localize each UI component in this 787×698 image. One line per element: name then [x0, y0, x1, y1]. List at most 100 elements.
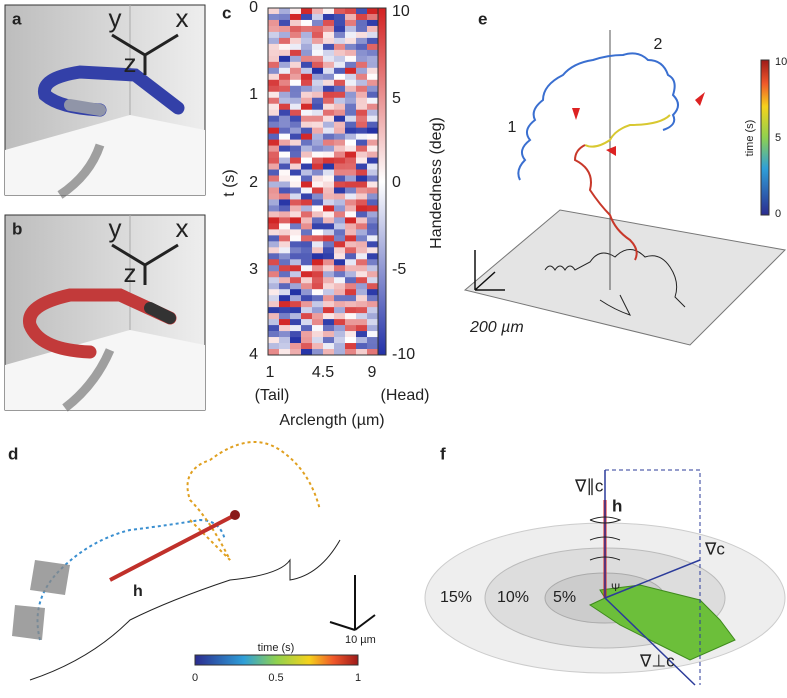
heatmap-cell	[334, 265, 346, 272]
heatmap-cell	[367, 73, 379, 81]
vector-label: h	[612, 496, 622, 515]
heatmap-cell	[334, 337, 346, 344]
heatmap-cell	[290, 337, 302, 344]
heatmap-cell	[367, 79, 379, 87]
heatmap-cell	[290, 157, 302, 164]
heatmap-cell	[279, 259, 291, 266]
heatmap-cell	[290, 91, 302, 99]
heatmap-cell	[345, 229, 357, 236]
heatmap-cell	[301, 259, 313, 266]
heatmap-cell	[345, 115, 357, 122]
heatmap-cell	[290, 85, 302, 93]
heatmap-cell	[301, 265, 313, 272]
heatmap-cell	[334, 91, 346, 99]
helix-track	[36, 518, 226, 641]
heatmap-cell	[367, 67, 379, 75]
y-tick-label: 2	[249, 174, 258, 191]
heatmap-cell	[268, 295, 280, 302]
heatmap-cell	[290, 175, 302, 182]
heatmap-cell	[345, 139, 357, 146]
heatmap-cell	[323, 8, 335, 15]
heatmap-cell	[356, 229, 368, 236]
heatmap-cell	[356, 193, 368, 200]
heatmap-cell	[312, 349, 324, 356]
h-vector	[109, 513, 236, 582]
heatmap-cell	[356, 175, 368, 182]
heatmap-cell	[367, 127, 379, 134]
colorbar-tick: 5	[392, 90, 401, 107]
heatmap-cell	[268, 55, 280, 63]
heatmap-cell	[301, 343, 313, 350]
colorbar-tick: 0	[392, 174, 401, 191]
heatmap-cell	[367, 319, 379, 326]
heatmap-cell	[301, 37, 313, 45]
vector-label: ∇⊥c	[639, 651, 675, 670]
heatmap-cell	[334, 61, 346, 69]
heatmap-cell	[268, 127, 280, 134]
heatmap-cell	[312, 163, 324, 170]
heatmap-cell	[323, 157, 335, 164]
heatmap-cell	[279, 121, 291, 128]
heatmap-cell	[323, 13, 335, 21]
heatmap-cell	[290, 259, 302, 266]
heatmap-cell	[367, 109, 379, 116]
projected-track	[29, 539, 341, 681]
heatmap-cell	[356, 277, 368, 284]
heatmap-cell	[279, 175, 291, 182]
heatmap-cell	[334, 73, 346, 81]
heatmap-cell	[312, 8, 324, 15]
heatmap-cell	[334, 205, 346, 212]
heatmap-cell	[279, 247, 291, 254]
heatmap-cell	[268, 61, 280, 69]
heatmap-cell	[345, 49, 357, 57]
heatmap-cell	[334, 331, 346, 338]
heatmap-cell	[356, 349, 368, 356]
heatmap-cell	[268, 199, 280, 206]
scale-label: 200 µm	[469, 319, 524, 336]
heatmap-cell	[290, 223, 302, 230]
heatmap-cell	[356, 73, 368, 81]
heatmap-cell	[312, 139, 324, 146]
heatmap-cell	[301, 307, 313, 314]
heatmap-cell	[301, 8, 313, 15]
heatmap-cell	[367, 205, 379, 212]
heatmap-cell	[323, 79, 335, 87]
heatmap-cell	[356, 103, 368, 111]
heatmap-cell	[367, 253, 379, 260]
heatmap-cell	[323, 67, 335, 75]
x-tick-label: 1	[266, 364, 275, 381]
heatmap-cell	[279, 265, 291, 272]
heatmap-cell	[367, 271, 379, 278]
h-vector-head	[230, 510, 240, 520]
track-mid	[584, 114, 671, 148]
heatmap-cell	[367, 151, 379, 158]
heatmap-cell	[268, 337, 280, 344]
heatmap-cell	[268, 103, 280, 111]
heatmap-cell	[334, 85, 346, 93]
heatmap-cell	[312, 49, 324, 57]
shadow	[62, 348, 115, 412]
plane-marker	[30, 560, 70, 595]
angle-label: Ψ	[611, 582, 620, 594]
colorbar-tick: -5	[392, 261, 406, 278]
heatmap-cell	[334, 169, 346, 176]
ring-label: 15%	[440, 589, 472, 606]
heatmap-cell	[290, 253, 302, 260]
heatmap-cell	[367, 37, 379, 45]
heatmap-cell	[290, 283, 302, 290]
heatmap-cell	[268, 211, 280, 218]
heatmap-cell	[334, 139, 346, 146]
floor	[5, 330, 205, 410]
heatmap-cell	[279, 61, 291, 69]
heatmap-cell	[345, 145, 357, 152]
heatmap-cell	[268, 271, 280, 278]
heatmap-cell	[334, 151, 346, 158]
panel-label: c	[222, 3, 231, 22]
heatmap-cell	[290, 163, 302, 170]
heatmap-cell	[345, 67, 357, 75]
heatmap-cell	[279, 133, 291, 140]
heatmap-cell	[334, 121, 346, 128]
heatmap-cell	[290, 241, 302, 248]
heatmap-cell	[290, 247, 302, 254]
rose-histogram	[588, 584, 736, 661]
